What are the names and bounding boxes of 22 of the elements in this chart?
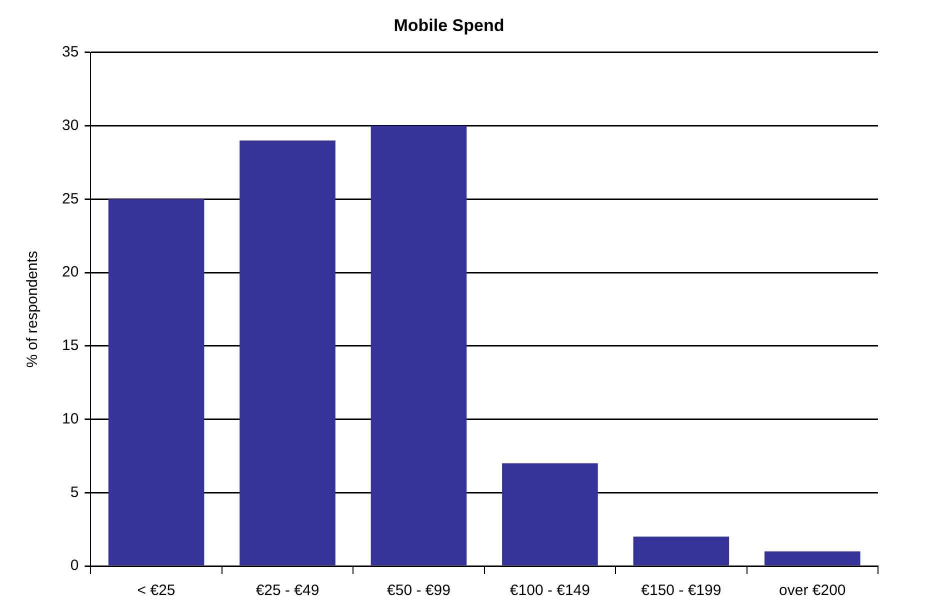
x-tick-label: €150 - €199 <box>641 582 722 600</box>
bar <box>764 551 860 566</box>
y-tick-label: 5 <box>70 484 79 501</box>
bar <box>370 126 467 566</box>
y-tick-label: 10 <box>62 410 79 428</box>
x-tick-label: < €25 <box>137 582 176 600</box>
bar <box>633 536 730 566</box>
y-tick-label: 25 <box>62 190 79 208</box>
bar <box>108 199 204 566</box>
x-tick-label: over €200 <box>779 582 846 600</box>
x-tick-label: €50 - €99 <box>387 582 450 600</box>
bar <box>502 463 598 566</box>
chart-title: Mobile Spend <box>394 16 504 35</box>
y-tick-label: 30 <box>62 116 79 134</box>
x-tick-label: €100 - €149 <box>510 582 590 600</box>
y-axis-title: % of respondents <box>24 250 42 368</box>
y-tick-label: 35 <box>62 44 79 61</box>
x-tick-label: €25 - €49 <box>256 582 320 600</box>
y-tick-label: 15 <box>62 337 79 354</box>
bar <box>240 140 336 566</box>
y-tick-label: 20 <box>62 264 79 281</box>
y-tick-label: 0 <box>70 557 79 574</box>
